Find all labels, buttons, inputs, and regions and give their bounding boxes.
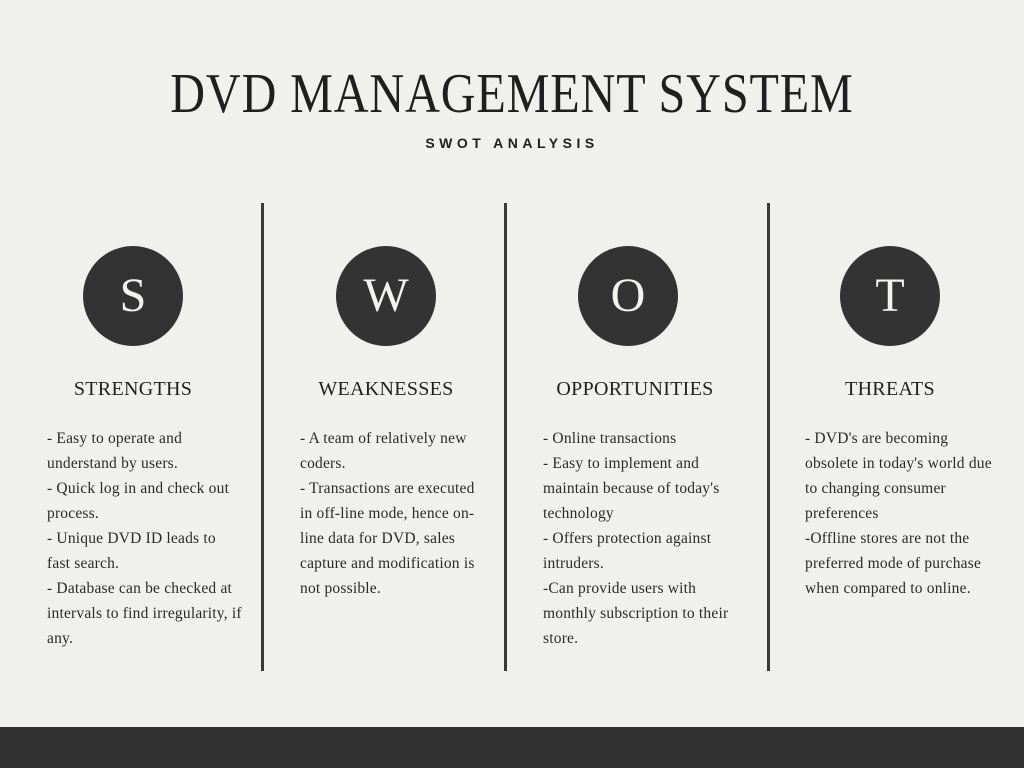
- column-divider: [261, 203, 264, 671]
- threats-letter-circle: T: [840, 246, 940, 346]
- page-title: DVD MANAGEMENT SYSTEM: [170, 63, 854, 125]
- threats-heading: THREATS: [845, 378, 935, 400]
- footer-bar: [0, 727, 1024, 768]
- list-item: - Offers protection against intruders.: [543, 530, 712, 572]
- strengths-list: - Easy to operate and understand by user…: [47, 426, 242, 651]
- strengths-heading: STRENGTHS: [73, 378, 193, 400]
- strengths-letter-circle: S: [83, 246, 183, 346]
- opportunities-heading: OPPORTUNITIES: [556, 378, 714, 400]
- list-item: - A team of relatively new coders.: [300, 430, 467, 472]
- list-item: - Unique DVD ID leads to fast search.: [47, 530, 216, 572]
- list-item: -Offline stores are not the preferred mo…: [805, 530, 982, 597]
- list-item: - Database can be checked at intervals t…: [47, 580, 242, 647]
- opportunities-list: - Online transactions - Easy to implemen…: [543, 426, 753, 651]
- list-item: - DVD's are becoming obsolete in today's…: [805, 430, 992, 522]
- column-divider: [504, 203, 507, 671]
- list-item: - Online transactions: [543, 430, 677, 447]
- page-subtitle: SWOT ANALYSIS: [425, 135, 599, 151]
- opportunities-letter-circle: O: [578, 246, 678, 346]
- threats-list: - DVD's are becoming obsolete in today's…: [805, 426, 995, 601]
- list-item: - Transactions are executed in off-line …: [300, 480, 475, 597]
- weaknesses-letter-circle: W: [336, 246, 436, 346]
- list-item: - Easy to operate and understand by user…: [47, 430, 183, 472]
- list-item: -Can provide users with monthly subscrip…: [543, 580, 729, 647]
- weaknesses-list: - A team of relatively new coders. - Tra…: [300, 426, 475, 601]
- column-divider: [767, 203, 770, 671]
- weaknesses-heading: WEAKNESSES: [318, 378, 454, 400]
- list-item: - Quick log in and check out process.: [47, 480, 230, 522]
- list-item: - Easy to implement and maintain because…: [543, 455, 720, 522]
